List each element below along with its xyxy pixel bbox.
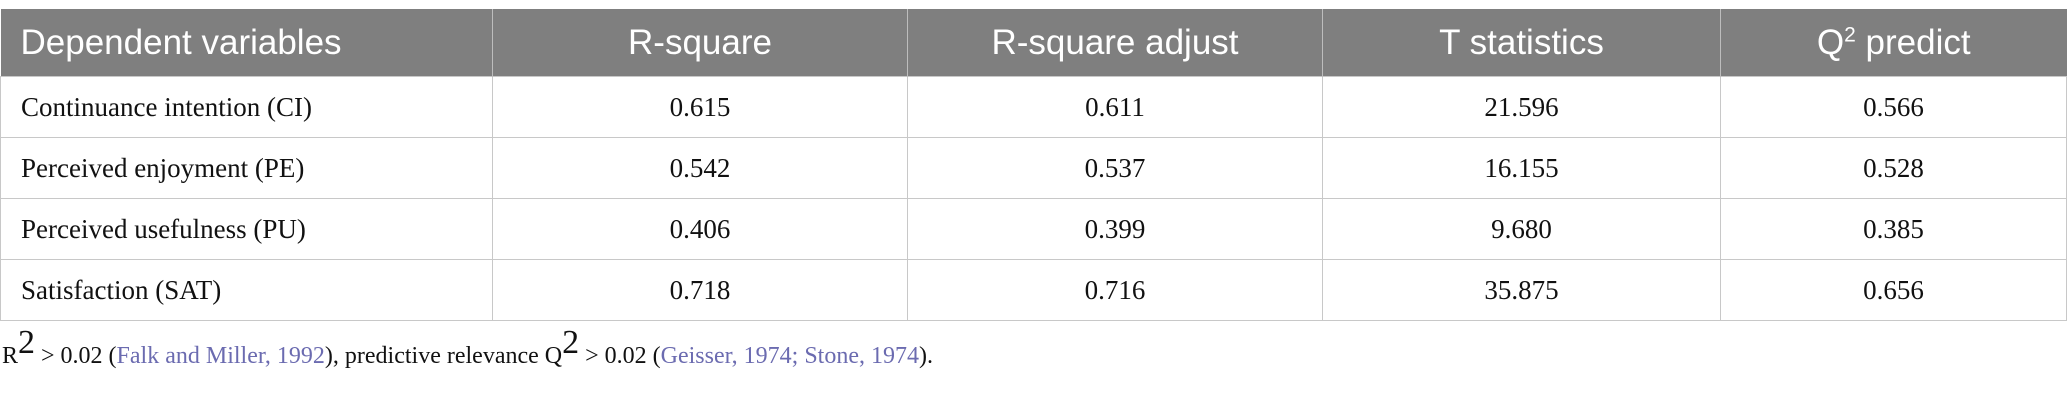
header-cell: R-square [492, 9, 908, 77]
value-cell: 21.596 [1322, 76, 1721, 138]
header-text: Q [1816, 22, 1845, 62]
value-cell: 0.566 [1720, 76, 2067, 138]
citation-link[interactable]: Geisser, 1974; Stone, 1974 [660, 343, 919, 369]
header-text: predict [1855, 22, 1971, 62]
value-cell: 0.537 [907, 137, 1323, 199]
row-label: Satisfaction (SAT) [0, 259, 493, 321]
value-cell: 0.406 [492, 198, 908, 260]
table-row: Satisfaction (SAT) 0.718 0.716 35.875 0.656 [0, 259, 2067, 321]
value-cell: 0.542 [492, 137, 908, 199]
header-cell: R-square adjust [907, 9, 1323, 77]
header-text: R-square adjust [991, 22, 1239, 62]
header-cell: Dependent variables [0, 9, 493, 77]
value-cell: 16.155 [1322, 137, 1721, 199]
value-cell: 0.718 [492, 259, 908, 321]
header-text: T statistics [1439, 22, 1604, 62]
value-cell: 35.875 [1322, 259, 1721, 321]
footnote-text: ). [919, 343, 933, 369]
header-text: R-square [628, 22, 772, 62]
superscript: 2 [18, 324, 36, 361]
value-cell: 9.680 [1322, 198, 1721, 260]
header-row: Dependent variables R-square R-square adju… [0, 9, 2067, 77]
row-label: Continuance intention (CI) [0, 76, 493, 138]
footnote: R2 > 0.02 (Falk and Miller, 1992), predi… [2, 324, 933, 372]
superscript: 2 [562, 324, 580, 361]
header-text: Dependent variables [20, 22, 342, 62]
row-label: Perceived enjoyment (PE) [0, 137, 493, 199]
footnote-text: > 0.02 ( [579, 343, 661, 369]
table-row: Continuance intention (CI) 0.615 0.611 21.5… [0, 76, 2067, 138]
table-body: Continuance intention (CI) 0.615 0.611 21.5… [0, 76, 2067, 321]
header-cell: T statistics [1322, 9, 1721, 77]
value-cell: 0.385 [1720, 198, 2067, 260]
results-table: Dependent variables R-square R-square adju… [0, 9, 2067, 321]
superscript: 2 [1844, 22, 1856, 46]
row-label: Perceived usefulness (PU) [0, 198, 493, 260]
footnote-text: R [2, 343, 19, 369]
table-row: Perceived enjoyment (PE) 0.542 0.537 16.155… [0, 137, 2067, 199]
citation-link[interactable]: Falk and Miller, 1992 [116, 343, 325, 369]
footnote-text: ), predictive relevance Q [324, 343, 563, 369]
value-cell: 0.611 [907, 76, 1323, 138]
footnote-text: > 0.02 ( [35, 343, 117, 369]
value-cell: 0.399 [907, 198, 1323, 260]
table-row: Perceived usefulness (PU) 0.406 0.399 9.680… [0, 198, 2067, 260]
value-cell: 0.656 [1720, 259, 2067, 321]
value-cell: 0.615 [492, 76, 908, 138]
value-cell: 0.716 [907, 259, 1323, 321]
value-cell: 0.528 [1720, 137, 2067, 199]
header-cell: Q2 predict [1720, 9, 2067, 77]
